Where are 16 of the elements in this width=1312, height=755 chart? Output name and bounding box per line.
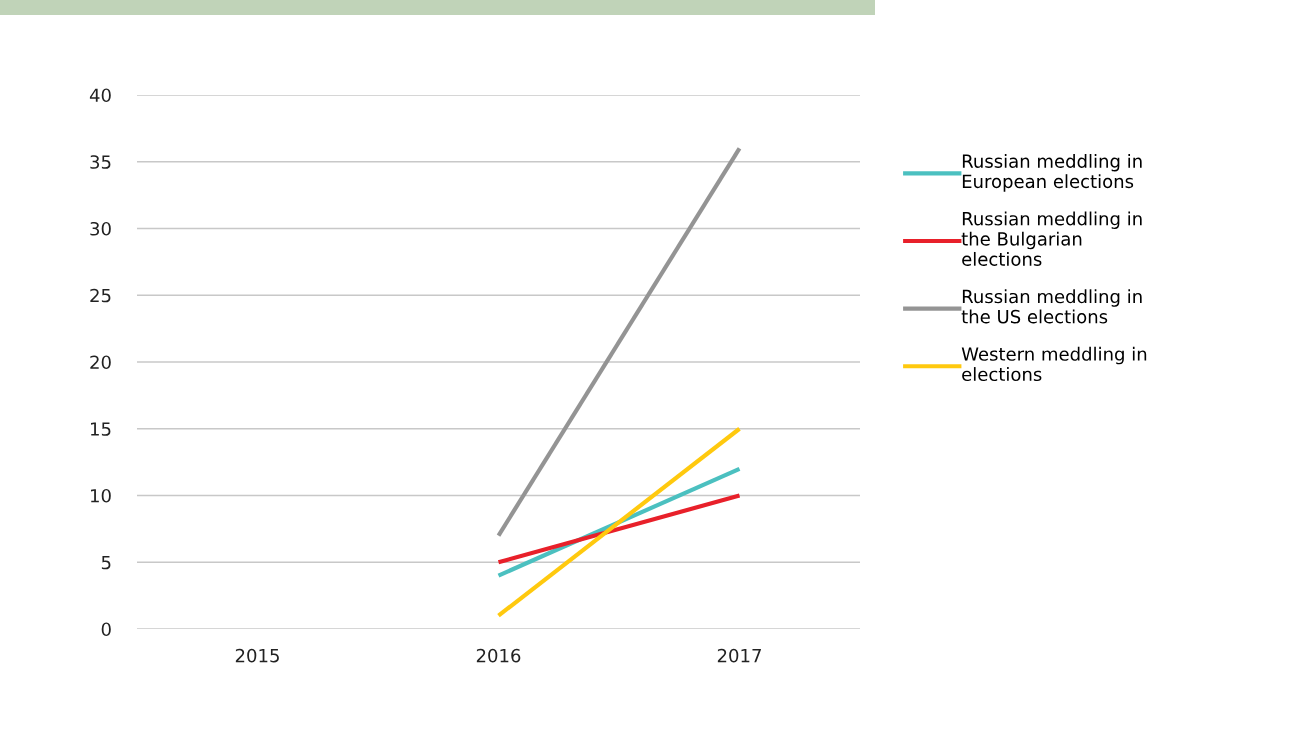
- y-tick-label: 20: [90, 355, 111, 370]
- x-tick-label: 2017: [717, 648, 761, 663]
- legend-label: Russian meddling in European elections: [962, 153, 1142, 192]
- legend-label: Western meddling in elections: [961, 346, 1147, 382]
- y-tick-label: 30: [90, 221, 111, 236]
- y-tick-label: 10: [91, 488, 111, 503]
- legend-label: Russian meddling in the US elections: [961, 289, 1142, 324]
- y-tick-label: 5: [101, 555, 111, 570]
- y-tick-label: 25: [90, 288, 111, 303]
- y-tick-label: 40: [89, 88, 111, 103]
- y-tick-label: 15: [91, 422, 111, 436]
- x-tick-label: 2016: [476, 648, 521, 663]
- x-tick-label: 2015: [235, 648, 279, 663]
- y-tick-label: 35: [90, 155, 111, 169]
- legend-label: Russian meddling in the Bulgarian elections: [961, 211, 1142, 266]
- y-tick-label: 0: [101, 622, 111, 637]
